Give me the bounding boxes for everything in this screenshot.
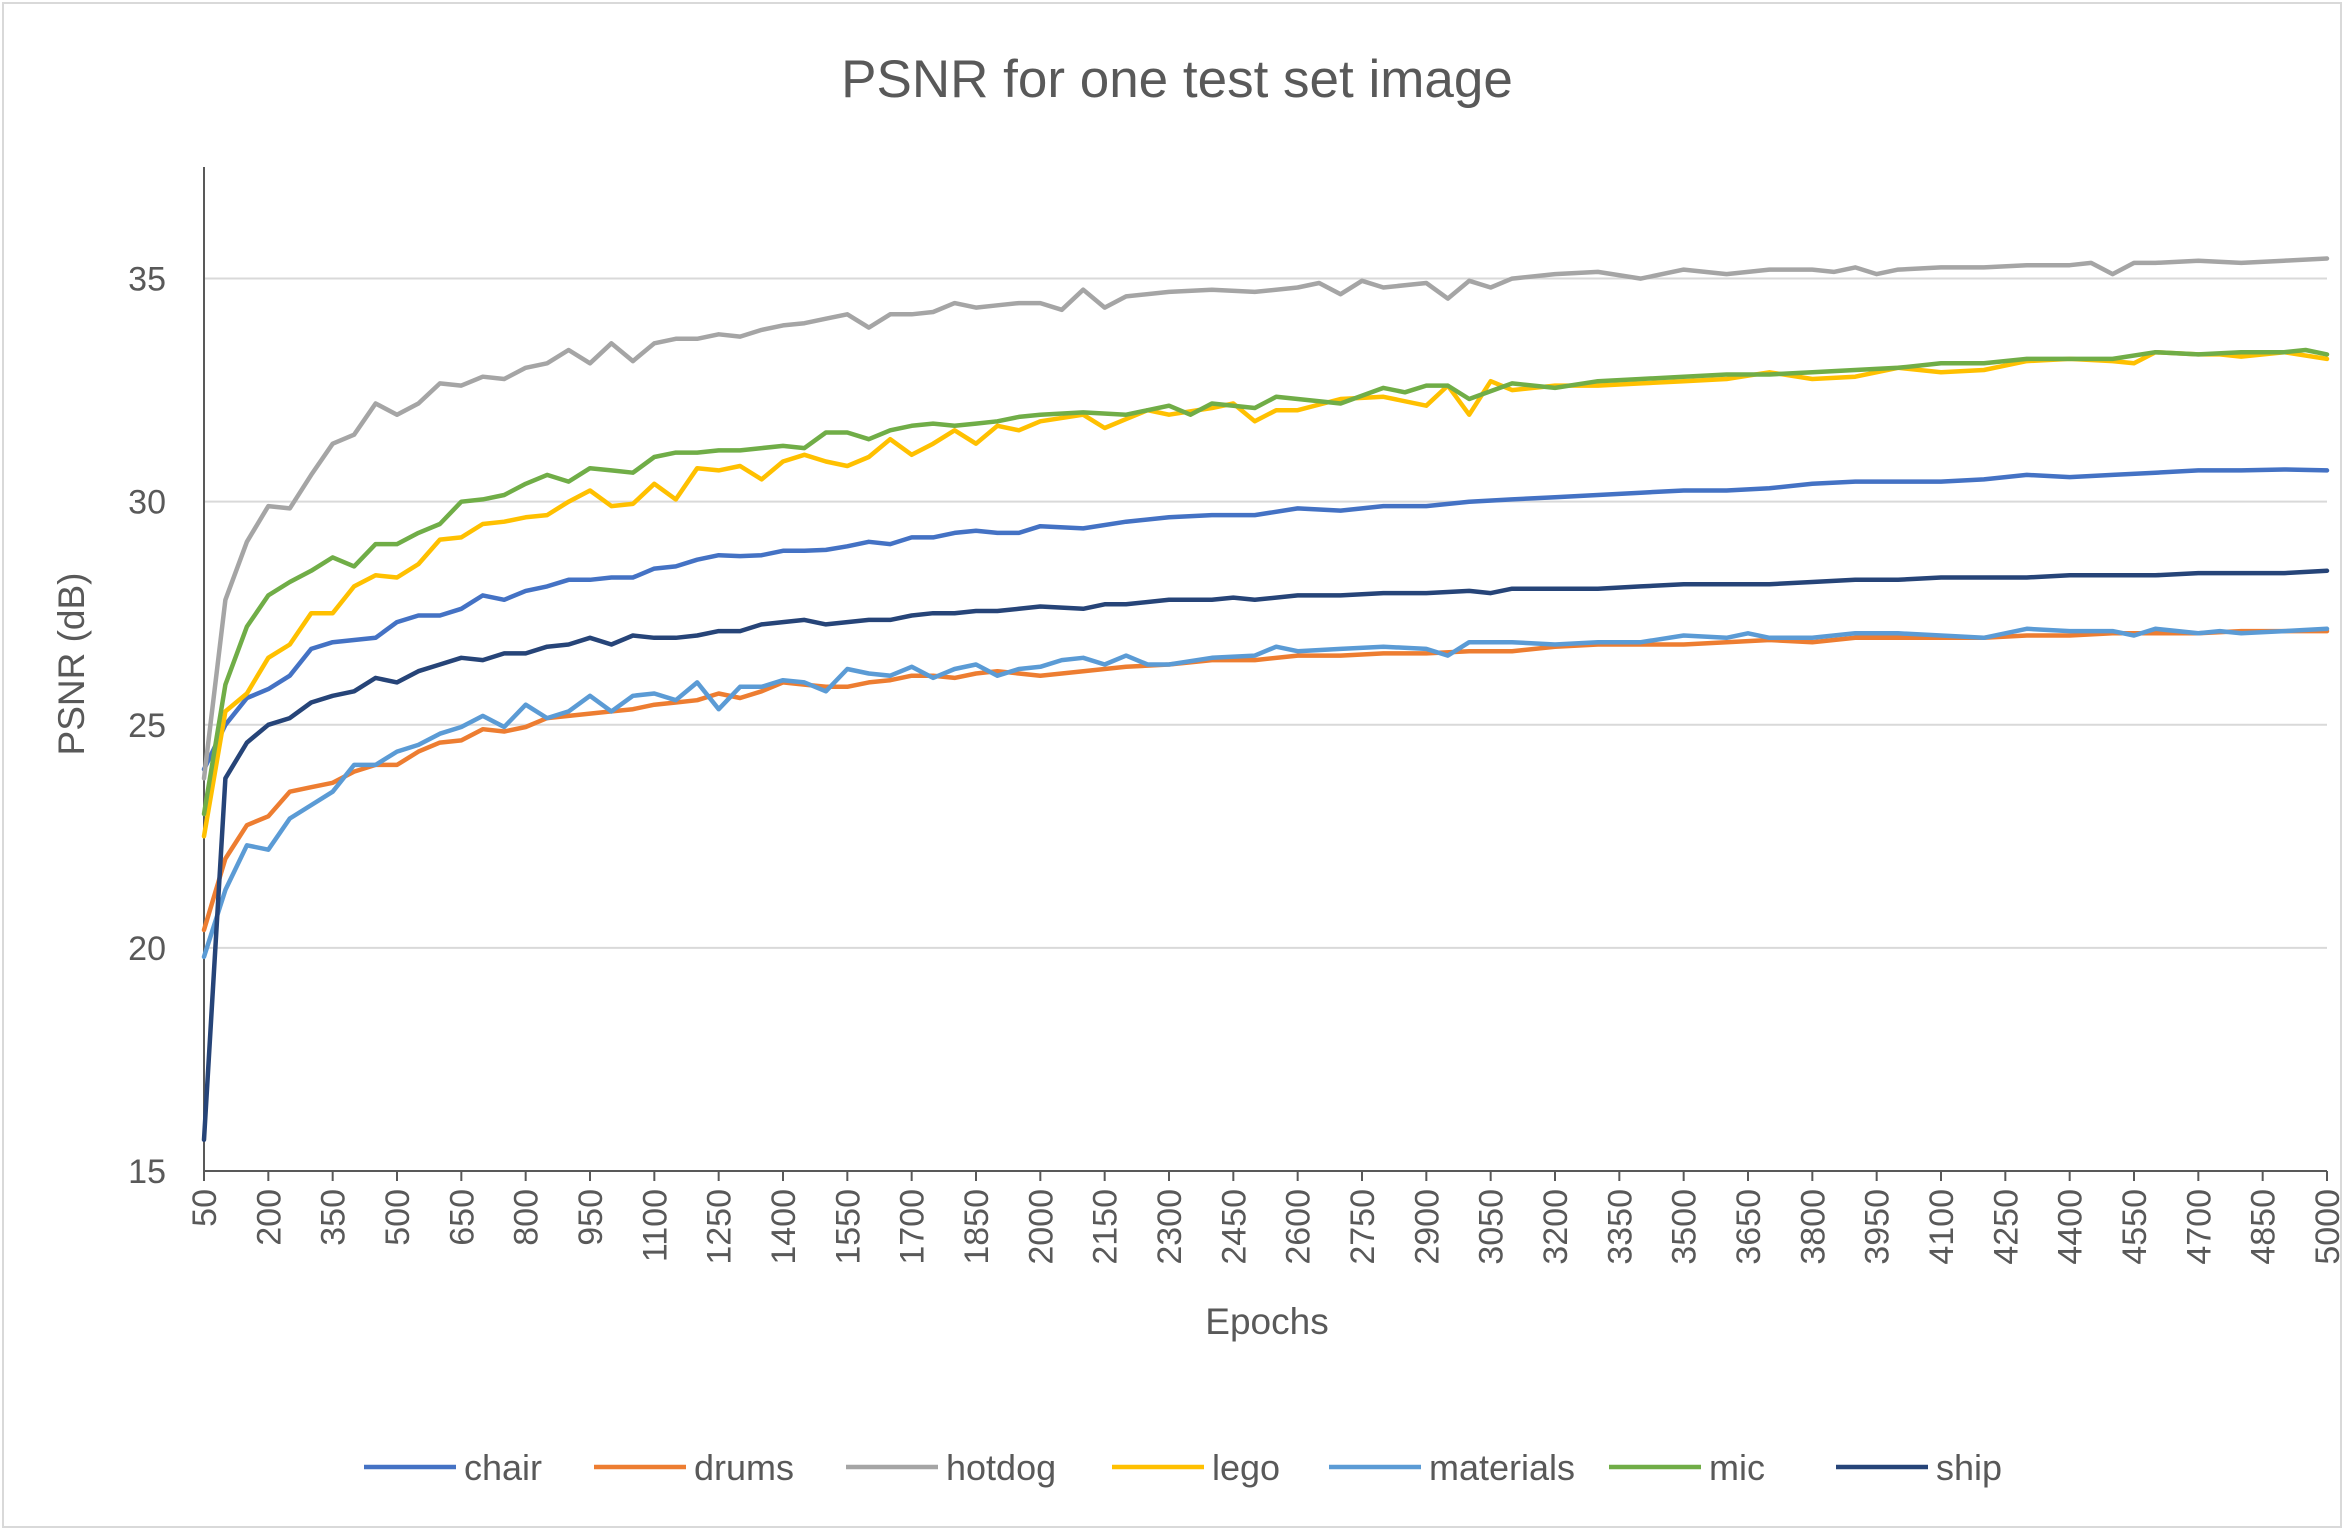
x-tick-label: 2150: [1087, 1189, 1125, 1265]
x-tick-labels: 50 200 350 500 650 800 950 1100 1250 1400 1550 1700…: [186, 1189, 2346, 1265]
x-tick-label: 1100: [636, 1189, 674, 1262]
psnr-line-chart: PSNR for one test set image 15 20 25 30 35 5…: [51, 50, 2346, 1488]
x-tick-label: 2450: [1215, 1189, 1253, 1265]
x-tick-label: 2300: [1151, 1189, 1189, 1265]
series-lines: [201, 256, 2330, 1143]
x-tick-label: 4250: [1987, 1189, 2025, 1265]
gridlines: [204, 277, 2327, 949]
x-tick-label: 4850: [2245, 1189, 2283, 1265]
legend-item-chair: chair: [364, 1447, 542, 1488]
y-tick-label: 15: [128, 1153, 166, 1191]
legend-label: hotdog: [946, 1447, 1056, 1488]
y-tick-labels: 15 20 25 30 35: [128, 261, 166, 1191]
x-tick-label: 4550: [2116, 1189, 2154, 1265]
legend-label: drums: [694, 1447, 794, 1488]
x-tick-label: 4400: [2052, 1189, 2090, 1265]
y-tick-label: 30: [128, 484, 166, 522]
x-tick-label: 950: [572, 1189, 610, 1246]
y-tick-label: 35: [128, 261, 166, 299]
legend-item-ship: ship: [1836, 1447, 2002, 1488]
x-tick-label: 2600: [1280, 1189, 1318, 1265]
x-tick-label: 3650: [1730, 1189, 1768, 1265]
x-tick-label: 1400: [765, 1189, 803, 1265]
legend-item-mic: mic: [1609, 1447, 1765, 1488]
legend-item-hotdog: hotdog: [846, 1447, 1056, 1488]
x-tick-label: 350: [315, 1189, 353, 1246]
x-tick-label: 200: [250, 1189, 288, 1246]
x-tick-label: 3200: [1537, 1189, 1575, 1265]
x-tick-label: 2750: [1344, 1189, 1382, 1265]
x-tick-label: 3950: [1859, 1189, 1897, 1265]
legend-item-lego: lego: [1112, 1447, 1280, 1488]
legend-label: materials: [1429, 1447, 1575, 1488]
x-tick-label: 650: [443, 1189, 481, 1246]
x-tick-label: 500: [379, 1189, 417, 1246]
x-tick-label: 4100: [1923, 1189, 1961, 1265]
x-tick-label: 800: [508, 1189, 546, 1246]
series-line-materials: [201, 626, 2330, 960]
legend-item-drums: drums: [594, 1447, 794, 1488]
x-tick-label: 4700: [2180, 1189, 2218, 1265]
x-tick-label: 3500: [1666, 1189, 1704, 1265]
legend-label: ship: [1936, 1447, 2002, 1488]
series-line-hotdog: [201, 256, 2330, 781]
x-tick-label: 2900: [1408, 1189, 1446, 1265]
series-line-drums: [201, 628, 2330, 933]
x-tick-label: 1850: [958, 1189, 996, 1265]
legend-item-materials: materials: [1329, 1447, 1575, 1488]
x-tick-label: 50: [186, 1189, 224, 1227]
x-tick-label: 5000: [2309, 1189, 2346, 1265]
x-axis-title: Epochs: [1205, 1301, 1328, 1342]
x-tick-label: 3800: [1794, 1189, 1832, 1265]
chart-title: PSNR for one test set image: [841, 50, 1513, 109]
series-line-chair: [201, 467, 2330, 772]
series-line-lego: [201, 349, 2330, 839]
axes: [203, 167, 2328, 1181]
x-tick-label: 3050: [1473, 1189, 1511, 1265]
series-line-mic: [201, 347, 2330, 817]
y-tick-label: 25: [128, 707, 166, 745]
y-axis-title: PSNR (dB): [51, 573, 92, 756]
x-tick-label: 1700: [894, 1189, 932, 1265]
legend-label: mic: [1709, 1447, 1765, 1488]
x-tick-label: 1250: [701, 1189, 739, 1265]
x-tick-label: 3350: [1601, 1189, 1639, 1265]
legend-label: lego: [1212, 1447, 1280, 1488]
legend: chair drums hotdog lego materials mic ship: [364, 1447, 2002, 1488]
legend-label: chair: [464, 1447, 542, 1488]
x-tick-label: 2000: [1022, 1189, 1060, 1265]
y-tick-label: 20: [128, 930, 166, 968]
series-line-ship: [201, 568, 2330, 1143]
x-tick-label: 1550: [829, 1189, 867, 1265]
